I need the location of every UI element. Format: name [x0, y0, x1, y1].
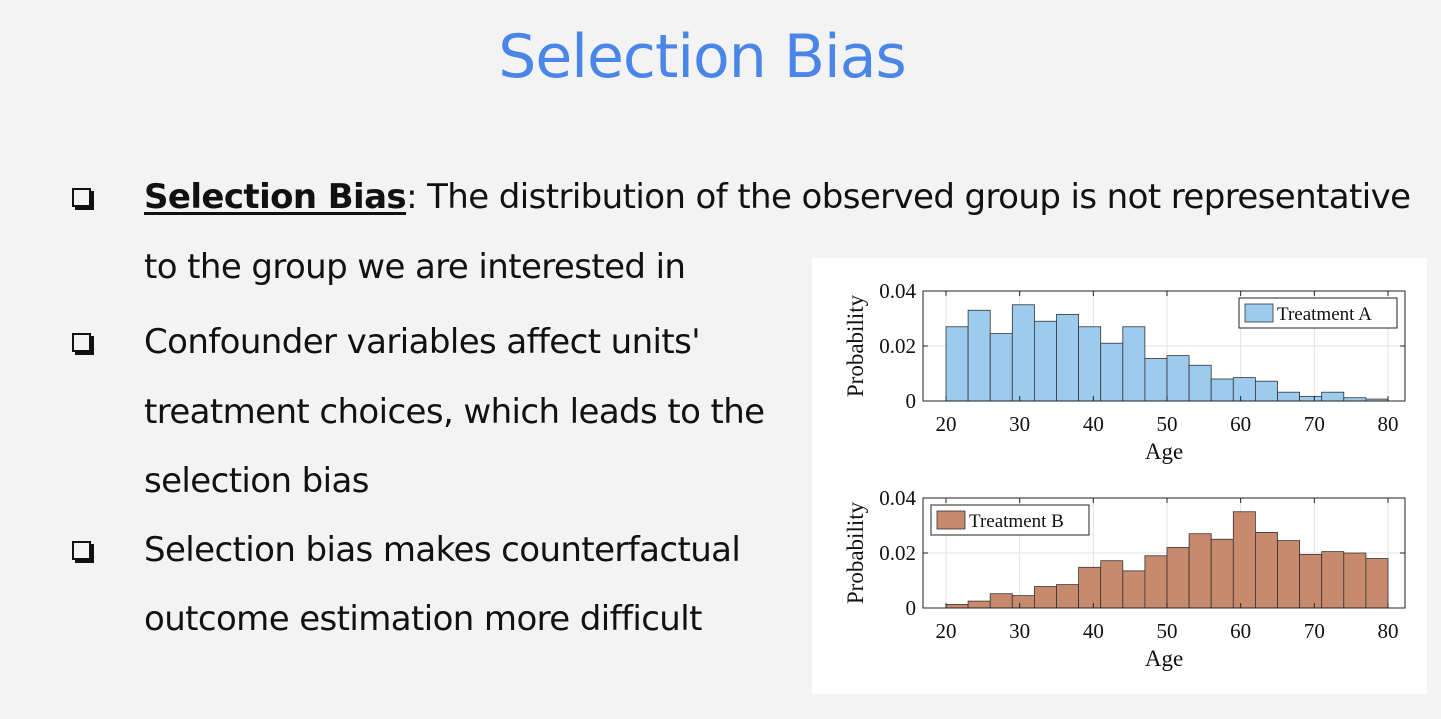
histogram-bar [1056, 313, 1080, 402]
histogram-bar [1277, 391, 1301, 402]
x-axis-label: Age [1145, 439, 1183, 464]
histogram-svg: 20 30 40 50 60 70 80 0 0.02 0.04 Age Probability Tre… [843, 279, 1406, 671]
histogram-bar [989, 333, 1013, 402]
histogram-bar [1011, 595, 1035, 609]
x-tick-label: 60 [1230, 412, 1251, 436]
y-axis-label: Probability [843, 294, 868, 397]
histogram-bar [1277, 540, 1301, 609]
legend-label: Treatment A [1277, 304, 1372, 325]
checkbox-bullet-icon [72, 333, 91, 352]
histogram-bar [1343, 552, 1367, 609]
histogram-bar [1011, 304, 1035, 402]
histogram-bar [1210, 538, 1234, 609]
histogram-bar [967, 309, 991, 402]
histogram-bar [1299, 395, 1323, 402]
bullet-1-line-2: to the group we are interested in [144, 247, 686, 287]
x-tick-label: 40 [1083, 619, 1104, 643]
histogram-bar [1232, 511, 1256, 609]
histogram-bar [1254, 380, 1278, 402]
bullet-2-line-2: treatment choices, which leads to the [144, 392, 765, 432]
y-tick-label: 0.02 [879, 541, 916, 565]
legend-label: Treatment B [969, 511, 1064, 532]
histogram-bar [945, 326, 969, 402]
histogram-bar [1078, 566, 1102, 609]
checkbox-bullet-icon [72, 188, 91, 207]
x-tick-label: 80 [1378, 619, 1399, 643]
bullet-1-line-1: Selection Bias: The distribution of the … [144, 177, 1411, 217]
histogram-bar [967, 600, 991, 609]
x-axis-label: Age [1145, 646, 1183, 671]
y-tick-label: 0.04 [879, 486, 916, 510]
histogram-bar [1321, 391, 1345, 402]
checkbox-bullet-icon [72, 541, 91, 560]
bullet-3-line-1: Selection bias makes counterfactual [144, 530, 741, 570]
histogram-bar [1188, 533, 1212, 609]
histogram-bar [1232, 377, 1256, 402]
bullet-3-line-2: outcome estimation more difficult [144, 599, 702, 639]
histogram-bar [1299, 553, 1323, 609]
histogram-bar [1078, 326, 1102, 402]
x-tick-label: 70 [1304, 412, 1325, 436]
histogram-bar [1166, 355, 1190, 402]
x-tick-label: 60 [1230, 619, 1251, 643]
histogram-bar [1210, 378, 1234, 402]
histogram-figure: 20 30 40 50 60 70 80 0 0.02 0.04 Age Probability Tre… [812, 258, 1427, 694]
histogram-bar [989, 593, 1013, 609]
legend: Treatment B [930, 504, 1090, 536]
legend-swatch [936, 510, 966, 530]
histogram-bar [1056, 584, 1080, 609]
histogram-bar [1144, 357, 1168, 402]
histogram-bar [1254, 531, 1278, 609]
histogram-bar [1100, 560, 1124, 609]
y-tick-label: 0 [906, 596, 917, 620]
histogram-bar [1166, 547, 1190, 609]
bullet-2-line-3: selection bias [144, 461, 369, 501]
y-tick-label: 0.04 [879, 279, 916, 303]
x-tick-label: 20 [936, 412, 957, 436]
bullet-1-term: Selection Bias [144, 177, 407, 217]
histogram-bar [1365, 558, 1389, 609]
x-tick-label: 40 [1083, 412, 1104, 436]
y-axis-label: Probability [843, 501, 868, 604]
histogram-bar [945, 604, 969, 609]
histogram-bar [1188, 364, 1212, 402]
legend-swatch [1244, 303, 1274, 323]
x-tick-label: 50 [1157, 619, 1178, 643]
x-tick-label: 30 [1009, 619, 1030, 643]
x-tick-label: 70 [1304, 619, 1325, 643]
slide-title: Selection Bias [498, 22, 906, 92]
y-tick-label: 0 [906, 389, 917, 413]
y-tick-label: 0.02 [879, 334, 916, 358]
histogram-bar [1144, 555, 1168, 609]
x-tick-label: 80 [1378, 412, 1399, 436]
histogram-bar [1033, 320, 1057, 402]
histogram-bar [1100, 342, 1124, 402]
x-tick-label: 50 [1157, 412, 1178, 436]
legend: Treatment A [1238, 297, 1398, 329]
bullet-2-line-1: Confounder variables affect units' [144, 322, 701, 362]
histogram-bar [1321, 551, 1345, 609]
histogram-bar [1122, 570, 1146, 609]
bullet-1-text: : The distribution of the observed group… [406, 177, 1411, 217]
histogram-bar [1122, 326, 1146, 402]
x-tick-label: 30 [1009, 412, 1030, 436]
x-tick-label: 20 [936, 619, 957, 643]
histogram-bar [1033, 586, 1057, 609]
